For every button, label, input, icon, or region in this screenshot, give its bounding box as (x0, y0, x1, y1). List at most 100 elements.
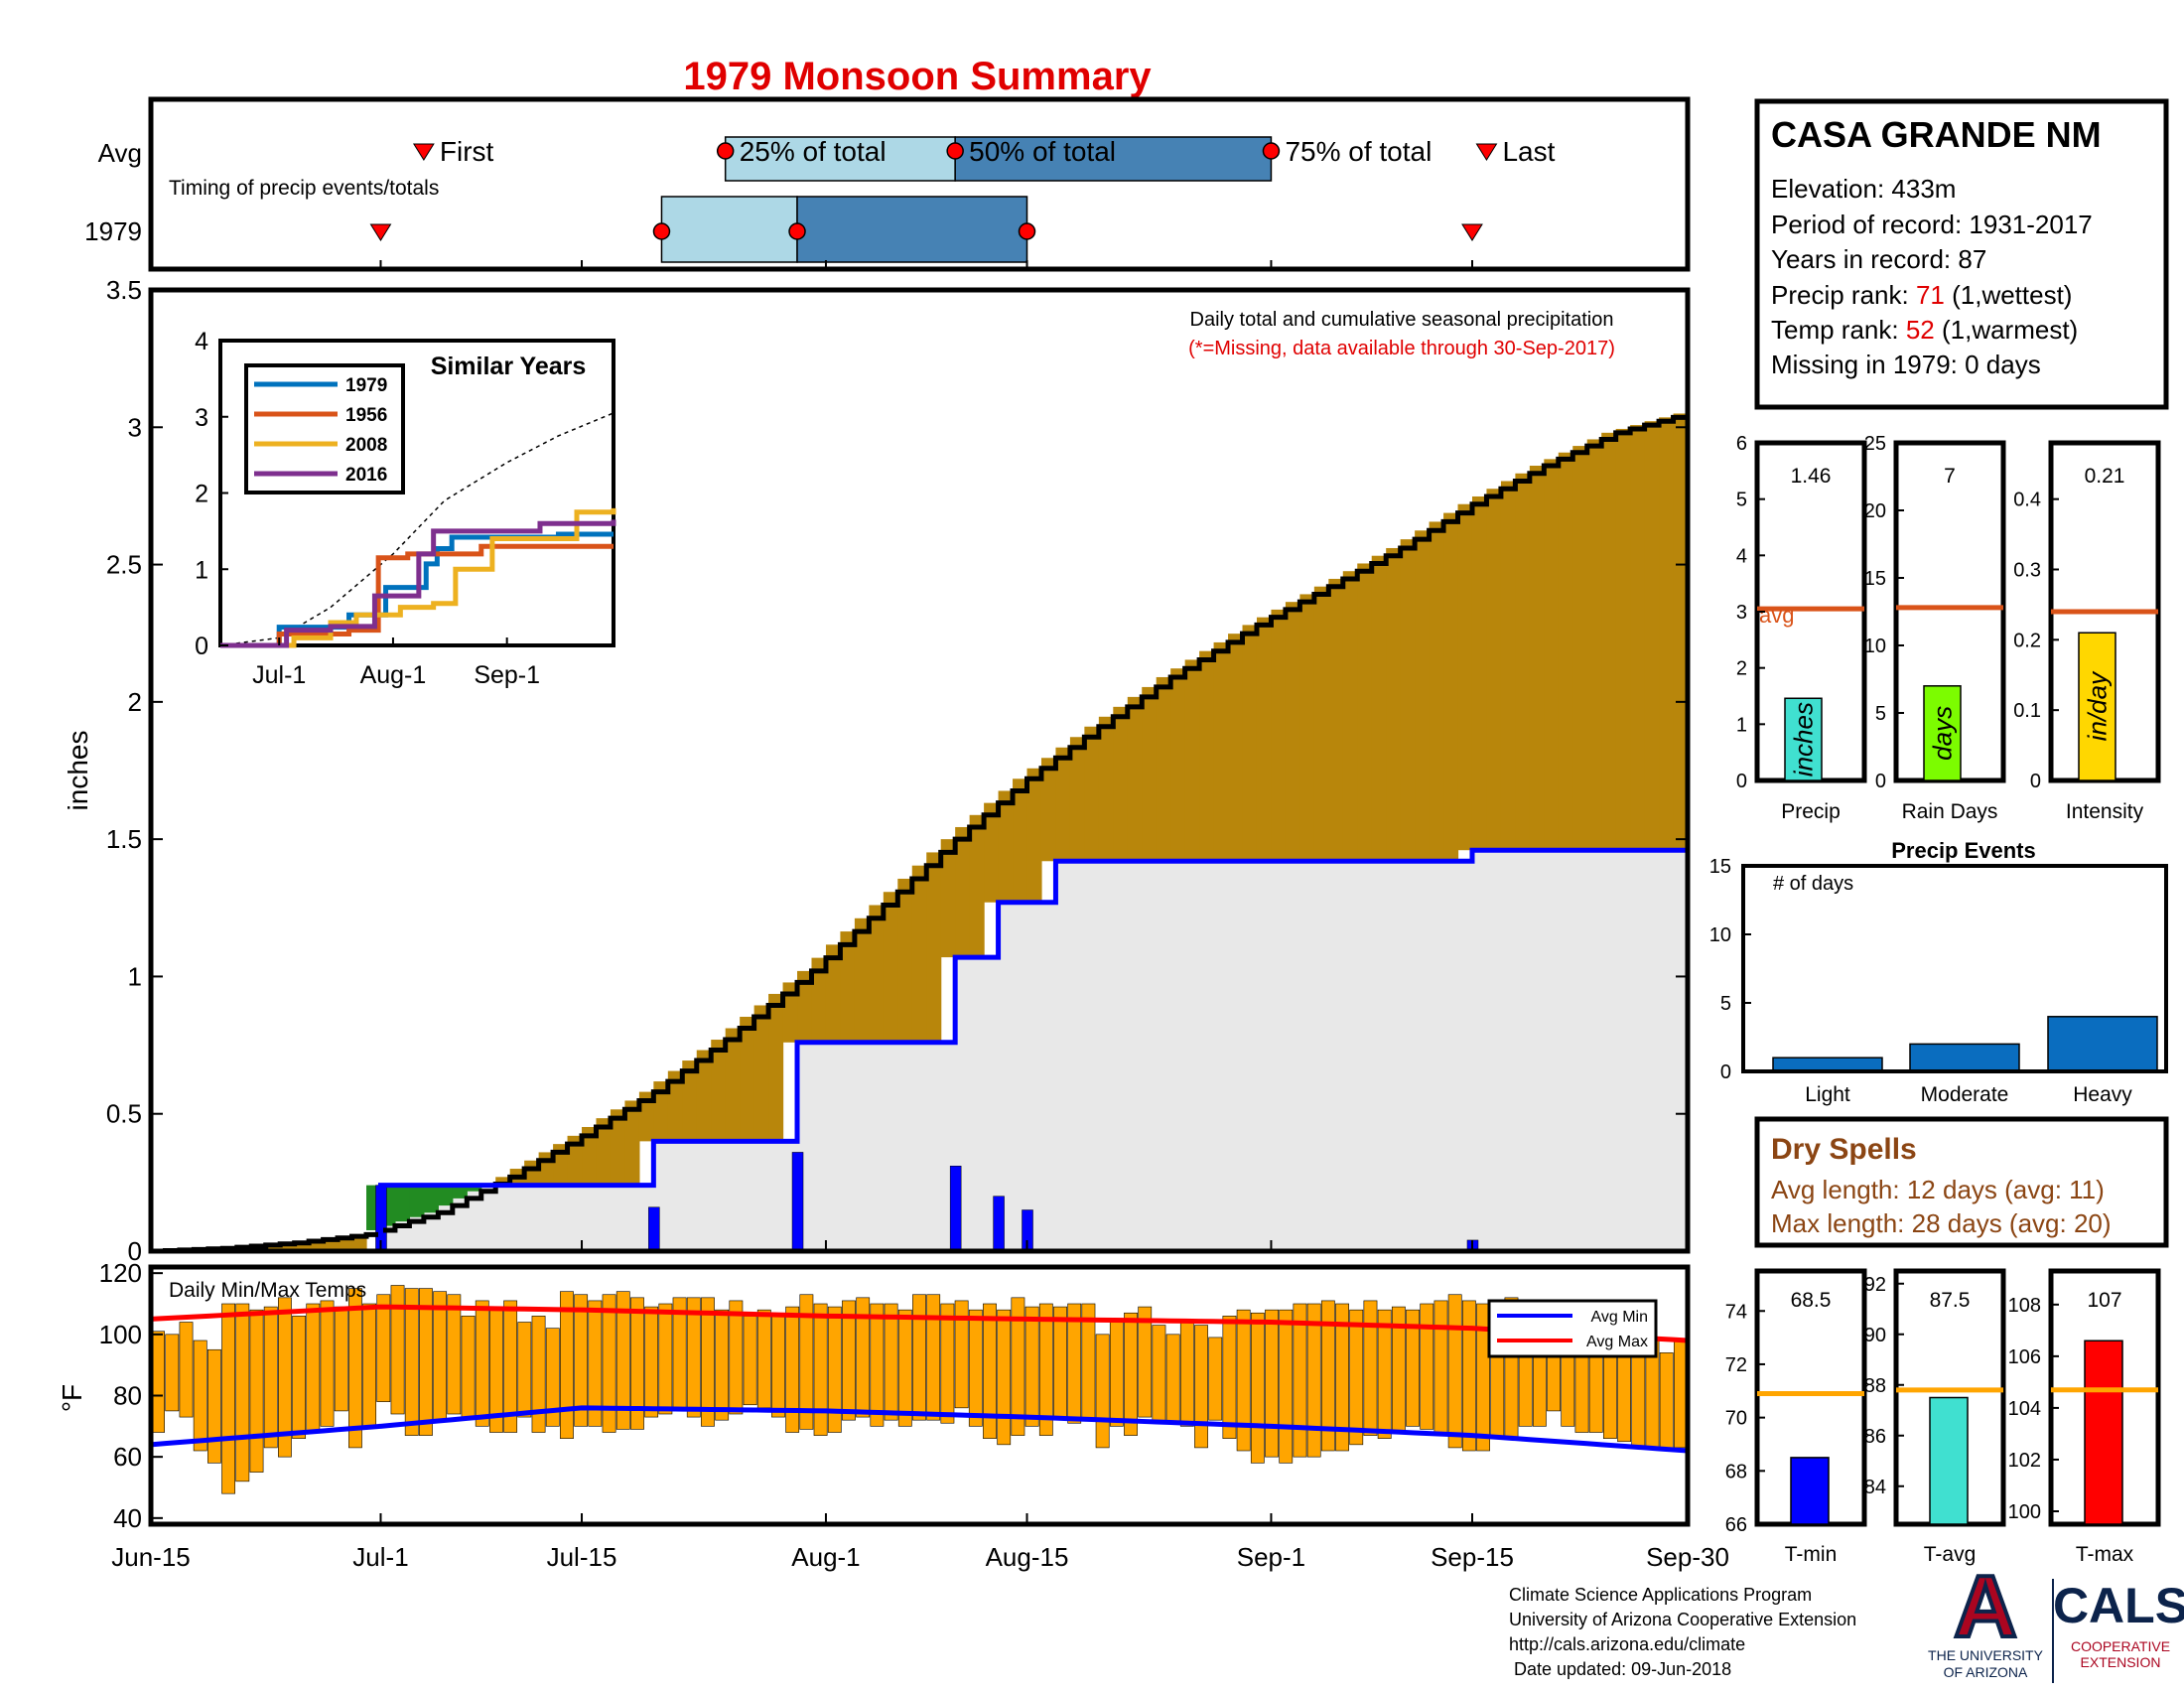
event-category-label: Moderate (1921, 1083, 2009, 1106)
date-tick-label: Aug-15 (986, 1542, 1069, 1572)
temps-ytick-label: 120 (99, 1258, 142, 1288)
daily-temp-bar (1447, 1294, 1462, 1449)
mini-temp-tick-label: 100 (2008, 1501, 2041, 1523)
below-average-fill (1184, 659, 1200, 862)
daily-temp-bar (419, 1288, 433, 1436)
inset-series-line (220, 519, 616, 648)
below-average-fill (753, 1005, 769, 1142)
below-average-fill (1228, 634, 1244, 862)
daily-temp-bar (560, 1291, 574, 1439)
avg-max-line (150, 1304, 1689, 1343)
daily-temp-bar (433, 1291, 448, 1421)
dry-title: Dry Spells (1771, 1133, 1917, 1166)
date-tick-label: Jul-1 (352, 1542, 408, 1572)
mini-temp-tick-label: 70 (1725, 1408, 1747, 1430)
mini-temp-tick-label: 88 (1864, 1375, 1886, 1397)
events-ytick-label: 5 (1720, 993, 1731, 1015)
precip-frame (148, 287, 1691, 1254)
below-average-fill (969, 814, 985, 958)
daily-temp-bar (729, 1300, 744, 1415)
below-average-fill (1471, 495, 1488, 851)
daily-temp-bar (968, 1309, 983, 1427)
daily-temp-bar (1109, 1319, 1124, 1427)
daily-temp-bar (1406, 1309, 1420, 1427)
below-average-fill (1055, 747, 1071, 862)
daily-temp-bar (1011, 1297, 1025, 1436)
inset-ytick-label: 0 (195, 633, 208, 660)
mini-temp-tick-label: 72 (1725, 1354, 1747, 1376)
mini-precip-tick-label: 0.4 (2013, 490, 2041, 511)
temps-title: Daily Min/Max Temps (169, 1279, 366, 1302)
ua-block-a: A (1954, 1557, 2017, 1655)
daily-temp-bar (926, 1294, 941, 1421)
daily-temp-bar (221, 1303, 236, 1494)
daily-temp-bar (165, 1334, 180, 1412)
below-average-fill (582, 1126, 598, 1186)
below-average-fill (280, 1242, 296, 1251)
avg-first-marker (412, 143, 435, 161)
precip-panel: Daily total and cumulative seasonal prec… (63, 275, 1691, 1266)
daily-temp-bar (1208, 1337, 1223, 1421)
avg-50-marker (946, 142, 964, 160)
avg-25-50-box (724, 136, 956, 182)
daily-temp-bar (1349, 1309, 1364, 1446)
daily-temp-bar (193, 1340, 207, 1452)
event-category-label: Light (1805, 1083, 1850, 1106)
mini-temp-value: 68.5 (1791, 1289, 1832, 1312)
mini-temp-panel-t-avg: 87.5 T-avg 84 86 88 90 92 (1864, 1268, 2006, 1566)
daily-temp-bar (799, 1294, 814, 1430)
year-25-50-box (660, 196, 798, 263)
precip-rank-value: 71 (1916, 280, 1945, 310)
inset-legend-label: 2008 (345, 435, 387, 456)
timing-row-year-label: 1979 (84, 216, 142, 246)
label-50pct: 50% of total (969, 136, 1116, 167)
above-average-fill (438, 1185, 454, 1206)
daily-temp-bar (897, 1309, 912, 1427)
daily-temp-bar (1138, 1306, 1153, 1418)
events-title: Precip Events (1891, 838, 2036, 863)
station-missing: Missing in 1979: 0 days (1771, 350, 2041, 379)
daily-temp-bar (278, 1297, 292, 1458)
mini-temp-bar (1929, 1396, 1969, 1525)
mini-precip-tick-label: 0.2 (2013, 630, 2041, 651)
temp-rank-label: Temp rank: (1771, 315, 1906, 345)
daily-temp-bar (207, 1348, 221, 1464)
daily-temp-bar (263, 1306, 278, 1449)
date-tick-label: Jul-15 (547, 1542, 617, 1572)
inset-ytick-label: 1 (195, 556, 208, 584)
temps-yticks: 40 60 80 100 120 (99, 1258, 163, 1533)
temp-rank-value: 52 (1906, 315, 1935, 345)
university-of-arizona-logo: A THE UNIVERSITY OF ARIZONA (1928, 1555, 2044, 1680)
mini-temp-tick-label: 90 (1864, 1325, 1886, 1346)
daily-temp-bar (1053, 1306, 1067, 1421)
below-average-fill (869, 905, 885, 1043)
inset-xtick-label: Aug-1 (360, 661, 427, 689)
mini-temp-tick-label: 104 (2008, 1398, 2041, 1420)
daily-temp-bar (531, 1316, 546, 1433)
below-average-fill (1098, 716, 1114, 862)
below-average-fill (1429, 521, 1444, 862)
above-average-fill (394, 1185, 411, 1222)
below-average-fill (782, 982, 798, 1043)
below-average-fill (797, 970, 813, 1043)
below-average-fill (1199, 650, 1215, 862)
daily-temp-bar (348, 1288, 362, 1449)
mini-precip-bar (1784, 697, 1823, 781)
below-average-fill (897, 878, 913, 1043)
below-average-fill (926, 852, 942, 1043)
temps-legend: Avg Min Avg Max (1487, 1299, 1658, 1358)
mini-precip-tick-label: 0.3 (2013, 560, 2041, 582)
temps-ytick-label: 100 (99, 1320, 142, 1349)
daily-temp-bar (870, 1303, 885, 1427)
precip-ytick-label: 0.5 (106, 1099, 142, 1129)
below-average-fill (1113, 706, 1129, 862)
below-average-fill (740, 1016, 755, 1142)
cals-wordmark: CALS (2053, 1578, 2184, 1633)
station-name: CASA GRANDE NM (1771, 114, 2102, 155)
mini-temp-panel-t-max: 107 T-max 100 102 104 106 108 (2008, 1268, 2161, 1566)
mini-precip-tick-label: 4 (1736, 545, 1747, 567)
inset-title: Similar Years (431, 353, 587, 380)
inset-ytick-label: 4 (195, 328, 208, 355)
inset-xtick-label: Jul-1 (252, 661, 306, 689)
below-average-fill (1170, 668, 1186, 862)
